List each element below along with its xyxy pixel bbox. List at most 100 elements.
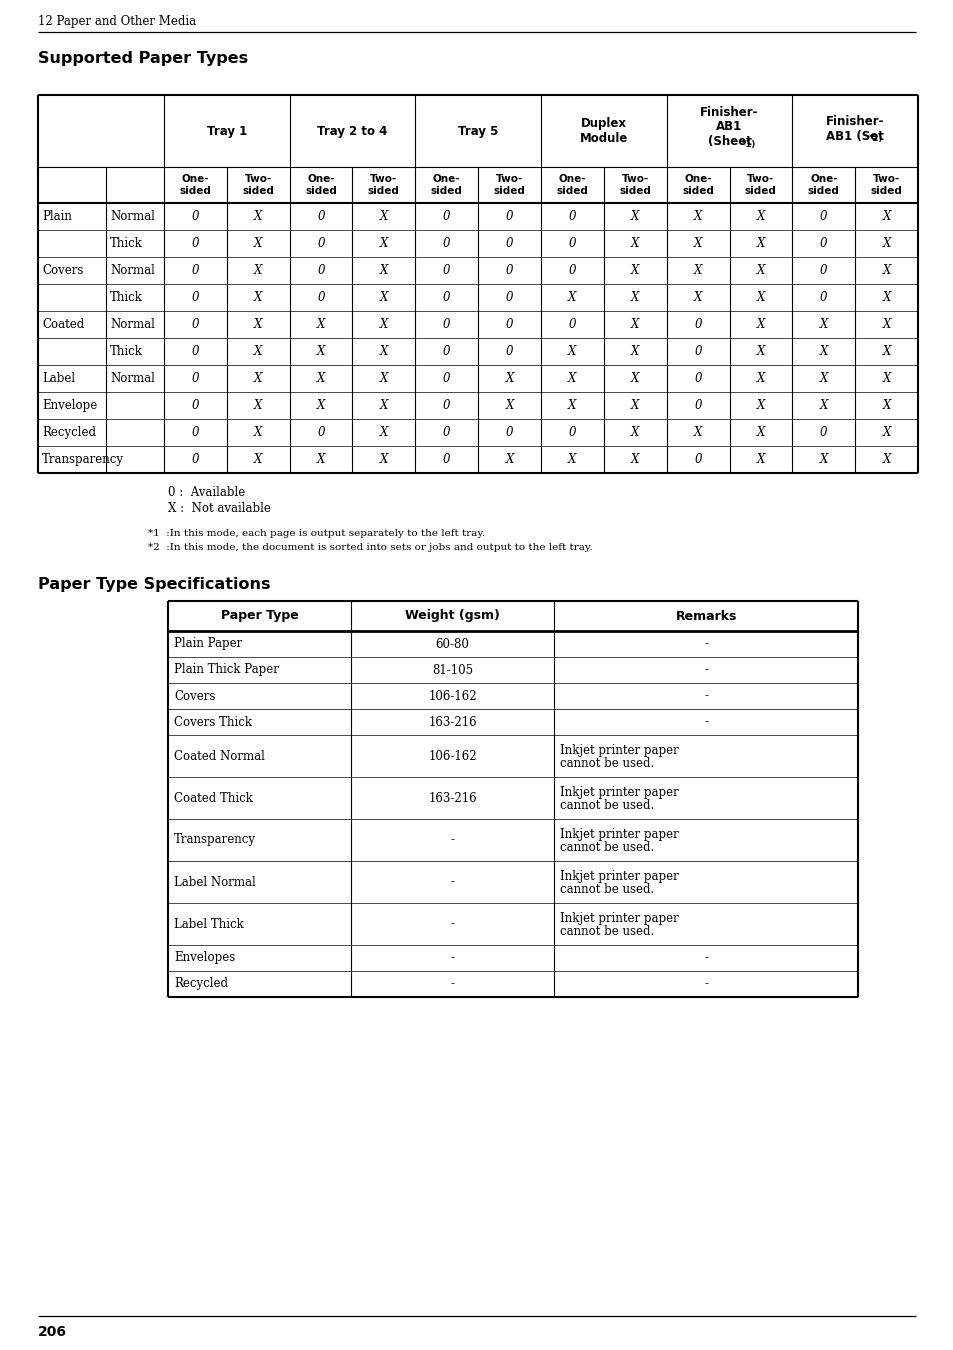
Text: 0: 0 — [192, 346, 199, 358]
Text: 0: 0 — [568, 211, 576, 223]
Text: Inkjet printer paper: Inkjet printer paper — [559, 911, 679, 925]
Text: X: X — [819, 319, 827, 331]
Text: -: - — [703, 716, 707, 729]
Text: -: - — [450, 833, 455, 846]
Text: 0: 0 — [568, 427, 576, 439]
Text: X: X — [756, 211, 764, 223]
Text: Envelope: Envelope — [42, 400, 97, 412]
Text: X: X — [253, 454, 262, 466]
Text: Two-
sided: Two- sided — [744, 174, 776, 196]
Text: Weight (gsm): Weight (gsm) — [405, 609, 499, 622]
Text: X: X — [505, 400, 514, 412]
Text: 0: 0 — [442, 346, 450, 358]
Text: 0: 0 — [442, 238, 450, 250]
Text: X: X — [819, 454, 827, 466]
Text: X: X — [316, 319, 325, 331]
Text: Tray 5: Tray 5 — [457, 124, 497, 138]
Text: X: X — [630, 211, 639, 223]
Text: Recycled: Recycled — [173, 977, 228, 991]
Text: X: X — [882, 454, 890, 466]
Text: 0: 0 — [694, 400, 701, 412]
Text: X: X — [505, 373, 514, 385]
Text: 0: 0 — [442, 211, 450, 223]
Text: X: X — [630, 238, 639, 250]
Text: cannot be used.: cannot be used. — [559, 841, 654, 855]
Text: 0: 0 — [505, 319, 513, 331]
Text: X: X — [568, 454, 576, 466]
Text: Finisher-
AB1 (Set: Finisher- AB1 (Set — [825, 115, 883, 143]
Text: X: X — [568, 346, 576, 358]
Text: Inkjet printer paper: Inkjet printer paper — [559, 869, 679, 883]
Text: Label Thick: Label Thick — [173, 918, 244, 930]
Text: X: X — [253, 400, 262, 412]
Text: 0: 0 — [505, 292, 513, 304]
Text: Two-
sided: Two- sided — [618, 174, 651, 196]
Text: 0: 0 — [820, 211, 826, 223]
Text: 0: 0 — [820, 238, 826, 250]
Text: X: X — [882, 346, 890, 358]
Text: X: X — [630, 346, 639, 358]
Text: 0: 0 — [820, 265, 826, 277]
Text: X: X — [253, 346, 262, 358]
Text: Thick: Thick — [110, 292, 143, 304]
Text: One-
sided: One- sided — [431, 174, 462, 196]
Text: X: X — [568, 373, 576, 385]
Text: 0: 0 — [568, 319, 576, 331]
Text: Normal: Normal — [110, 265, 154, 277]
Text: Coated Normal: Coated Normal — [173, 749, 265, 763]
Text: Coated Thick: Coated Thick — [173, 791, 253, 805]
Text: X: X — [316, 346, 325, 358]
Text: X: X — [379, 400, 388, 412]
Text: 0: 0 — [442, 373, 450, 385]
Text: Label Normal: Label Normal — [173, 876, 255, 888]
Text: X: X — [693, 238, 701, 250]
Text: 0: 0 — [442, 265, 450, 277]
Text: -: - — [450, 918, 455, 930]
Text: X: X — [253, 427, 262, 439]
Text: 0: 0 — [694, 454, 701, 466]
Text: 0: 0 — [317, 265, 324, 277]
Text: 0: 0 — [192, 319, 199, 331]
Text: X: X — [630, 427, 639, 439]
Text: 0: 0 — [694, 346, 701, 358]
Text: X: X — [379, 427, 388, 439]
Text: X: X — [379, 373, 388, 385]
Text: X: X — [819, 400, 827, 412]
Text: X: X — [630, 454, 639, 466]
Text: X: X — [693, 292, 701, 304]
Text: cannot be used.: cannot be used. — [559, 799, 654, 813]
Text: X: X — [379, 238, 388, 250]
Text: X: X — [253, 238, 262, 250]
Text: X: X — [756, 454, 764, 466]
Text: 0: 0 — [317, 211, 324, 223]
Text: -: - — [703, 690, 707, 702]
Text: One-
sided: One- sided — [305, 174, 336, 196]
Text: -: - — [450, 876, 455, 888]
Text: -: - — [450, 977, 455, 991]
Text: Tray 1: Tray 1 — [207, 124, 247, 138]
Text: Two-
sided: Two- sided — [242, 174, 274, 196]
Text: 0: 0 — [317, 427, 324, 439]
Text: X: X — [630, 400, 639, 412]
Text: X: X — [568, 292, 576, 304]
Text: X: X — [756, 238, 764, 250]
Text: *2): *2) — [868, 135, 882, 143]
Text: Tray 2 to 4: Tray 2 to 4 — [317, 124, 387, 138]
Text: 0: 0 — [820, 292, 826, 304]
Text: Thick: Thick — [110, 346, 143, 358]
Text: 0: 0 — [192, 211, 199, 223]
Text: Paper Type: Paper Type — [220, 609, 298, 622]
Text: -: - — [703, 952, 707, 964]
Text: X: X — [505, 454, 514, 466]
Text: *1): *1) — [740, 139, 755, 148]
Text: Duplex
Module: Duplex Module — [579, 117, 627, 144]
Text: 0: 0 — [192, 427, 199, 439]
Text: Finisher-
AB1
(Sheet: Finisher- AB1 (Sheet — [700, 105, 758, 148]
Text: *2  :In this mode, the document is sorted into sets or jobs and output to the le: *2 :In this mode, the document is sorted… — [148, 543, 592, 552]
Text: Remarks: Remarks — [675, 609, 736, 622]
Text: 0: 0 — [694, 373, 701, 385]
Text: -: - — [703, 663, 707, 676]
Text: X: X — [756, 265, 764, 277]
Text: X: X — [568, 400, 576, 412]
Text: Thick: Thick — [110, 238, 143, 250]
